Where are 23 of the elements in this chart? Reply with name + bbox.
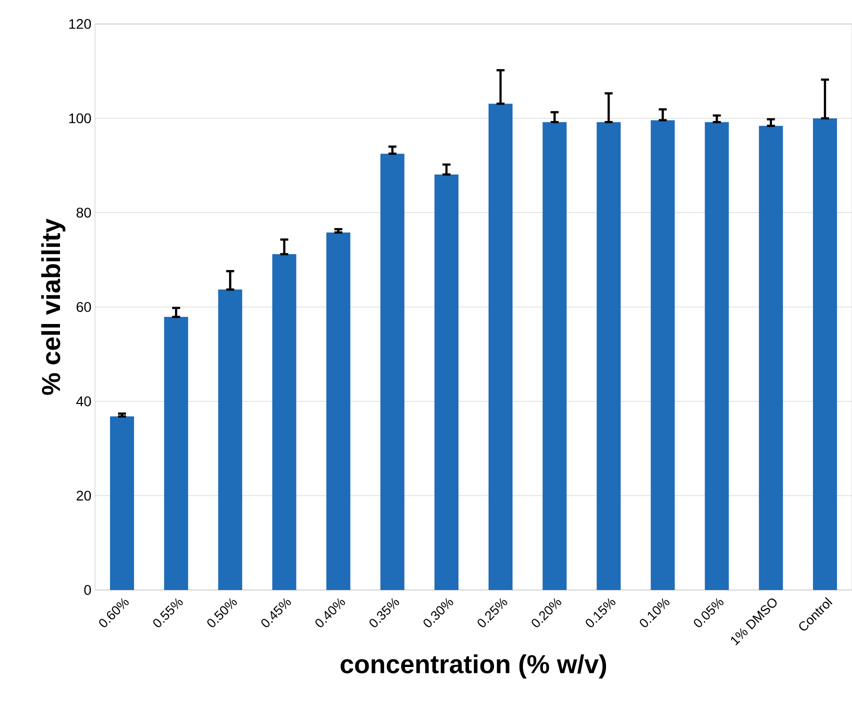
y-tick-label: 20	[76, 490, 91, 501]
x-axis-title: concentration (% w/v)	[340, 654, 606, 678]
bar	[218, 290, 242, 590]
bar	[704, 122, 729, 590]
y-tick-label: 120	[69, 19, 91, 29]
bar	[164, 316, 188, 590]
bar	[650, 120, 675, 590]
bar	[758, 126, 783, 590]
bar	[812, 118, 837, 590]
bar	[542, 122, 567, 590]
y-tick-label: 80	[76, 208, 91, 218]
y-tick-label: 40	[76, 396, 91, 406]
bar	[380, 154, 404, 590]
bar	[110, 416, 134, 590]
bar	[434, 174, 458, 590]
bar	[272, 254, 296, 590]
y-tick-label: 0	[84, 585, 91, 595]
bar	[488, 104, 513, 590]
y-tick-label: 60	[76, 302, 91, 312]
bar	[596, 122, 621, 590]
y-tick-label: 100	[69, 113, 91, 124]
bar	[326, 232, 350, 590]
y-axis-title: % cell viability	[41, 218, 66, 395]
